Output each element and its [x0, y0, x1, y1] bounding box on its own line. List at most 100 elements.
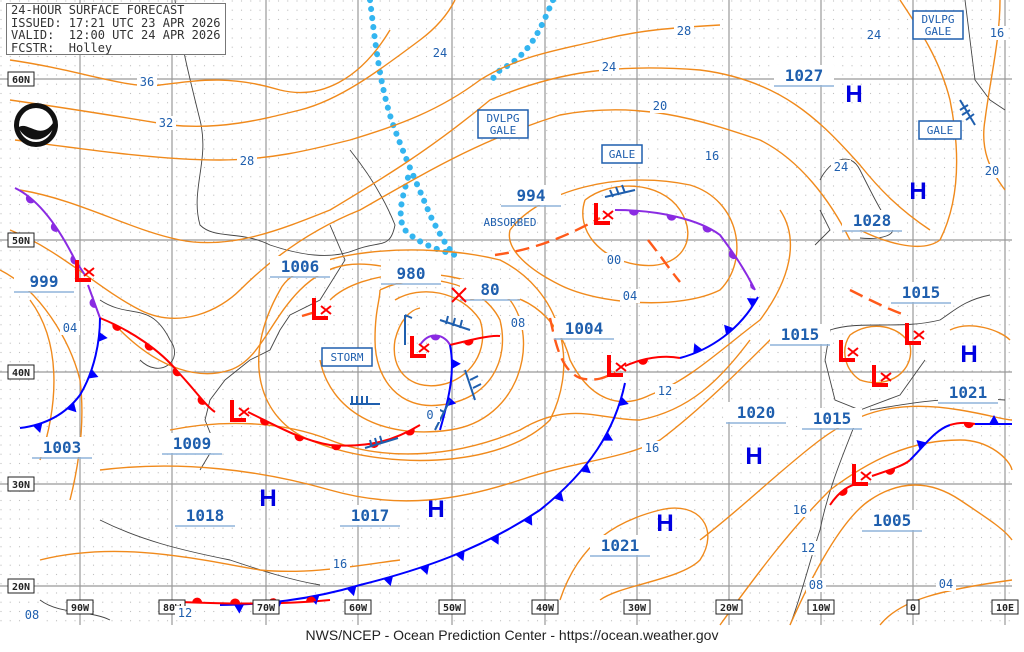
pressure-value: 1015 [781, 325, 820, 344]
wind-barbs [350, 99, 976, 449]
pressure-value: 994 [517, 186, 546, 205]
low-center-symbol [230, 400, 250, 422]
cold-front-triangle [234, 604, 245, 614]
cold-front-triangle [916, 440, 927, 450]
cold-front-triangle [346, 586, 357, 597]
low-center-symbol [607, 355, 627, 377]
svg-text:GALE: GALE [927, 124, 954, 137]
warm-front-semicircle [144, 342, 154, 351]
gale-warning: GALE [918, 120, 962, 140]
isobar-label: 36 [140, 75, 154, 89]
lon-label: 80W [163, 603, 182, 614]
isobar-label: 0 [426, 408, 433, 422]
isobar-label: 24 [867, 28, 881, 42]
low-center-symbol [839, 340, 859, 362]
isobar-label: 28 [240, 154, 254, 168]
trough-line [647, 239, 681, 283]
lon-label: 20W [720, 603, 739, 614]
occluded-front-semicircle [702, 225, 713, 233]
isobar-label: 28 [677, 24, 691, 38]
isobar-label: 16 [705, 149, 719, 163]
isobar-label: 24 [834, 160, 848, 174]
cold-front [909, 424, 951, 461]
pressure-value: 1015 [813, 409, 852, 428]
warm-front-semicircle [638, 358, 648, 365]
cold-front-triangle [455, 550, 465, 562]
footer-credit: NWS/NCEP - Ocean Prediction Center - htt… [305, 627, 719, 643]
cold-front [439, 344, 453, 431]
latitude-labels: 60N 50N 40N 30N 20N [7, 71, 35, 594]
forecast-title: 24-HOUR SURFACE FORECAST [11, 3, 185, 17]
cold-front-triangle [553, 491, 564, 502]
pressure-value: 1028 [853, 211, 892, 230]
lat-label-20n: 20N [12, 582, 30, 593]
wind-barb [404, 314, 413, 345]
isobar-label: 04 [939, 577, 953, 591]
cold-front-triangle [98, 331, 108, 342]
pressure-value: 1003 [43, 438, 82, 457]
cold-front [679, 296, 759, 359]
isobar-label: 16 [990, 26, 1004, 40]
warm-front-semicircle [838, 488, 848, 496]
warm-front-semicircle [172, 367, 181, 377]
pressure-value: 1004 [565, 319, 604, 338]
occluded-front-semicircle [89, 298, 97, 308]
warm-front [624, 355, 681, 367]
occluded-front-semicircle [430, 336, 441, 341]
warm-front-semicircle [112, 323, 122, 331]
occluded-front-semicircle [750, 282, 755, 290]
isobar-label: 16 [645, 441, 659, 455]
pressure-value: 1021 [949, 383, 988, 402]
warm-front-semicircle [294, 434, 305, 442]
isobar-label: 08 [511, 316, 525, 330]
occluded-front-semicircle [728, 249, 737, 260]
pressure-value: 980 [397, 264, 426, 283]
lat-label-50n: 50N [12, 236, 30, 247]
cold-front-triangle [32, 422, 43, 433]
trough-line [548, 317, 616, 381]
isobar-label: 24 [602, 60, 616, 74]
occluded-front [614, 209, 756, 291]
gale-warning: GALE [601, 144, 643, 164]
developing-gale-line2: GALE [490, 124, 517, 137]
warm-front-semicircle [260, 418, 270, 426]
low-center-symbol [852, 464, 872, 486]
isobar-label: 12 [658, 384, 672, 398]
cold-front-triangle [489, 534, 499, 545]
previous-low-position-x [451, 287, 467, 303]
occluded-front-semicircle [628, 210, 639, 216]
lon-label: 70W [257, 603, 276, 614]
high-center-symbol: H [427, 496, 444, 523]
wind-barb [464, 369, 482, 401]
warm-front-semicircle [405, 428, 415, 436]
trough-line [849, 288, 906, 317]
high-center-symbol: H [656, 510, 673, 537]
high-center-symbol: H [745, 443, 762, 470]
trough-line [494, 216, 601, 257]
wind-barb [604, 184, 636, 198]
lon-label: 40W [536, 603, 555, 614]
wind-barb [439, 315, 471, 331]
longitude-labels: 90W 80W 70W 60W 50W 40W 30W 20W 10W 0 10E [66, 599, 1019, 615]
warm-front [871, 459, 911, 477]
lon-label: 60W [349, 603, 368, 614]
wind-barb [959, 99, 976, 126]
cold-front-triangle [66, 402, 77, 413]
isobar-label: 08 [25, 608, 39, 622]
isobar-label: 00 [607, 253, 621, 267]
warm-front [449, 334, 501, 346]
cold-front-triangle [989, 415, 999, 424]
pressure-value: 1017 [351, 506, 390, 525]
warm-front-semicircle [963, 423, 974, 429]
occluded-front-semicircle [25, 195, 35, 204]
pressure-value: 999 [30, 272, 59, 291]
high-center-symbol: H [909, 178, 926, 205]
isobar-label: 16 [333, 557, 347, 571]
occluded-front [87, 284, 101, 319]
developing-gale-line1: DVLPG [486, 112, 519, 125]
warm-front-semicircle [331, 445, 342, 451]
lon-label: 10W [812, 603, 831, 614]
